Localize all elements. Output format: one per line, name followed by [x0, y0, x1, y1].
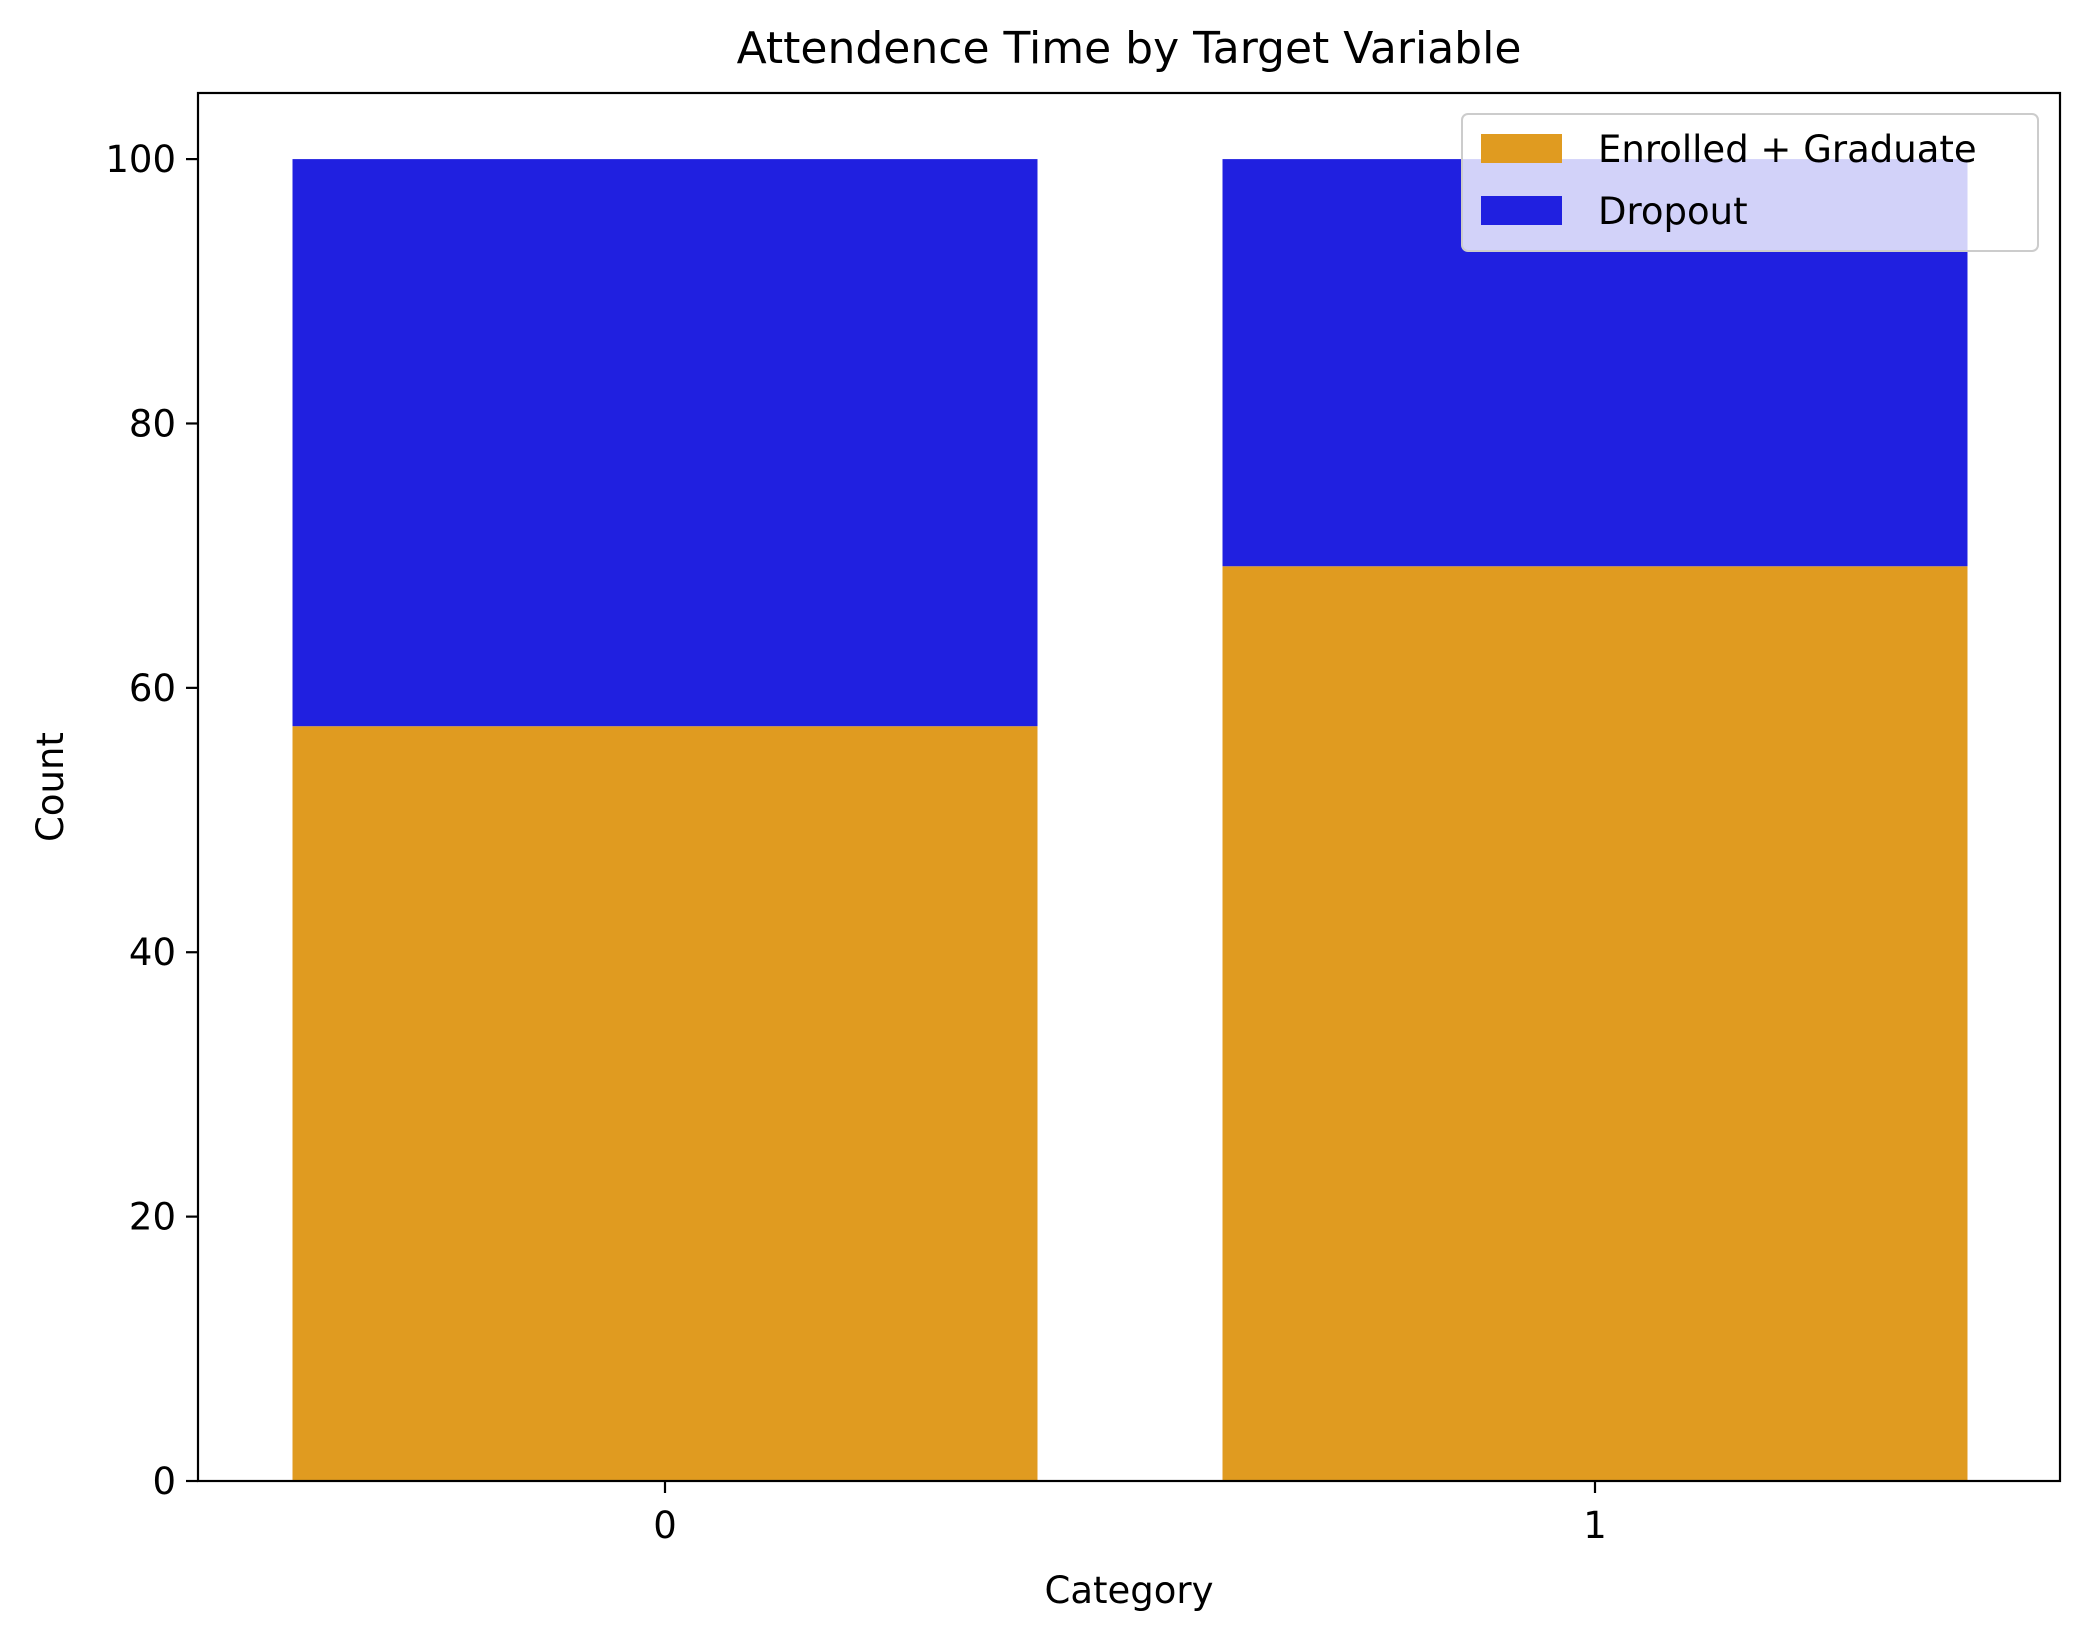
- x-tick-label: 0: [653, 1504, 677, 1547]
- bar-dropout-category-0: [292, 159, 1038, 727]
- legend-label-dropout: Dropout: [1598, 190, 1748, 233]
- y-tick-label: 80: [129, 402, 176, 445]
- legend: Enrolled + Graduate Dropout: [1461, 113, 2039, 252]
- ticks-layer: 0 20 40 60 80 100 0 1: [105, 138, 1606, 1547]
- legend-swatch-enrolled-graduate: [1481, 134, 1562, 163]
- y-tick-label: 20: [129, 1196, 176, 1239]
- y-tick-label: 0: [152, 1460, 176, 1503]
- y-tick-label: 40: [129, 931, 176, 974]
- bars-layer: [292, 159, 1968, 1481]
- chart-title: Attendence Time by Target Variable: [737, 23, 1522, 74]
- x-axis-label: Category: [1044, 1569, 1213, 1612]
- y-tick-label: 60: [129, 667, 176, 710]
- y-tick-label: 100: [105, 138, 176, 181]
- y-axis-label: Count: [29, 732, 72, 842]
- plot-frame: [196, 91, 2062, 1483]
- bar-enrolled-graduate-category-1: [1222, 566, 1968, 1481]
- legend-swatch-dropout: [1481, 196, 1562, 225]
- x-tick-label: 1: [1583, 1504, 1607, 1547]
- axes-layer: [196, 91, 2062, 1483]
- legend-label-enrolled-graduate: Enrolled + Graduate: [1598, 128, 1977, 171]
- bar-enrolled-graduate-category-0: [292, 726, 1038, 1481]
- legend-frame: [1461, 113, 2039, 252]
